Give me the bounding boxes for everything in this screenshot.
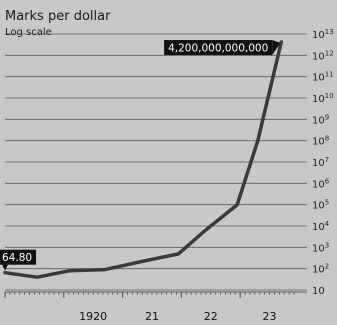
x-tick-label: 21 <box>145 310 159 323</box>
x-tick-label: 23 <box>263 310 277 323</box>
x-tick-label: 22 <box>204 310 218 323</box>
x-tick-label: 1920 <box>79 310 107 323</box>
chart-title: Marks per dollar <box>5 9 111 24</box>
callout-text: 64.80 <box>2 252 32 264</box>
callout-text: 4,200,000,000,000 <box>168 43 268 55</box>
chart-subtitle: Log scale <box>5 27 52 38</box>
y-tick-label: 10 <box>312 286 325 297</box>
value-callout: 4,200,000,000,000 <box>164 40 280 55</box>
